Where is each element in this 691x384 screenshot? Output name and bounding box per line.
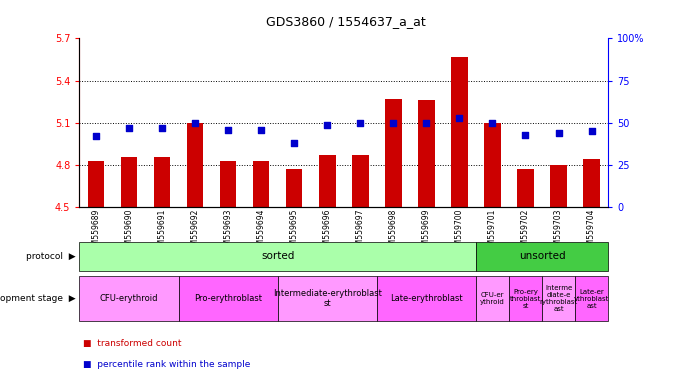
Text: Late-erythroblast: Late-erythroblast <box>390 294 463 303</box>
Text: sorted: sorted <box>261 251 294 262</box>
Bar <box>550 165 567 207</box>
Point <box>189 120 200 126</box>
Bar <box>79 242 476 271</box>
Point <box>223 127 234 133</box>
Text: Pro-erythroblast: Pro-erythroblast <box>194 294 262 303</box>
Text: Intermediate-erythroblast
st: Intermediate-erythroblast st <box>273 289 381 308</box>
Text: GDS3860 / 1554637_a_at: GDS3860 / 1554637_a_at <box>265 15 426 28</box>
Bar <box>476 242 608 271</box>
Bar <box>377 276 476 321</box>
Bar <box>286 169 303 207</box>
Text: ■  percentile rank within the sample: ■ percentile rank within the sample <box>83 360 250 369</box>
Bar <box>253 161 269 207</box>
Bar <box>121 157 138 207</box>
Point <box>454 115 465 121</box>
Point <box>421 120 432 126</box>
Bar <box>583 159 600 207</box>
Bar <box>542 276 575 321</box>
Text: Interme
diate-e
rythroblast
ast: Interme diate-e rythroblast ast <box>540 285 578 312</box>
Text: CFU-er
ythroid: CFU-er ythroid <box>480 292 505 305</box>
Bar <box>385 99 401 207</box>
Bar <box>178 276 278 321</box>
Bar <box>476 276 509 321</box>
Point <box>322 121 333 127</box>
Text: unsorted: unsorted <box>519 251 565 262</box>
Point <box>157 125 168 131</box>
Point <box>388 120 399 126</box>
Bar <box>352 155 368 207</box>
Bar <box>418 100 435 207</box>
Point <box>520 132 531 138</box>
Point <box>553 130 564 136</box>
Bar <box>187 123 203 207</box>
Bar <box>79 276 178 321</box>
Text: development stage  ▶: development stage ▶ <box>0 294 76 303</box>
Point <box>256 127 267 133</box>
Point <box>91 133 102 139</box>
Point <box>289 140 300 146</box>
Bar <box>518 169 533 207</box>
Point <box>487 120 498 126</box>
Point <box>354 120 366 126</box>
Point <box>124 125 135 131</box>
Text: protocol  ▶: protocol ▶ <box>26 252 76 261</box>
Text: Late-er
ythroblast
ast: Late-er ythroblast ast <box>574 288 609 309</box>
Bar <box>319 155 336 207</box>
Text: CFU-erythroid: CFU-erythroid <box>100 294 158 303</box>
Bar <box>220 161 236 207</box>
Point <box>586 128 597 134</box>
Bar <box>484 123 501 207</box>
Bar <box>154 157 170 207</box>
Text: ■  transformed count: ■ transformed count <box>83 339 182 348</box>
Bar <box>451 57 468 207</box>
Bar <box>88 161 104 207</box>
Bar <box>575 276 608 321</box>
Text: Pro-ery
throblast
st: Pro-ery throblast st <box>510 288 541 309</box>
Bar <box>278 276 377 321</box>
Bar <box>509 276 542 321</box>
